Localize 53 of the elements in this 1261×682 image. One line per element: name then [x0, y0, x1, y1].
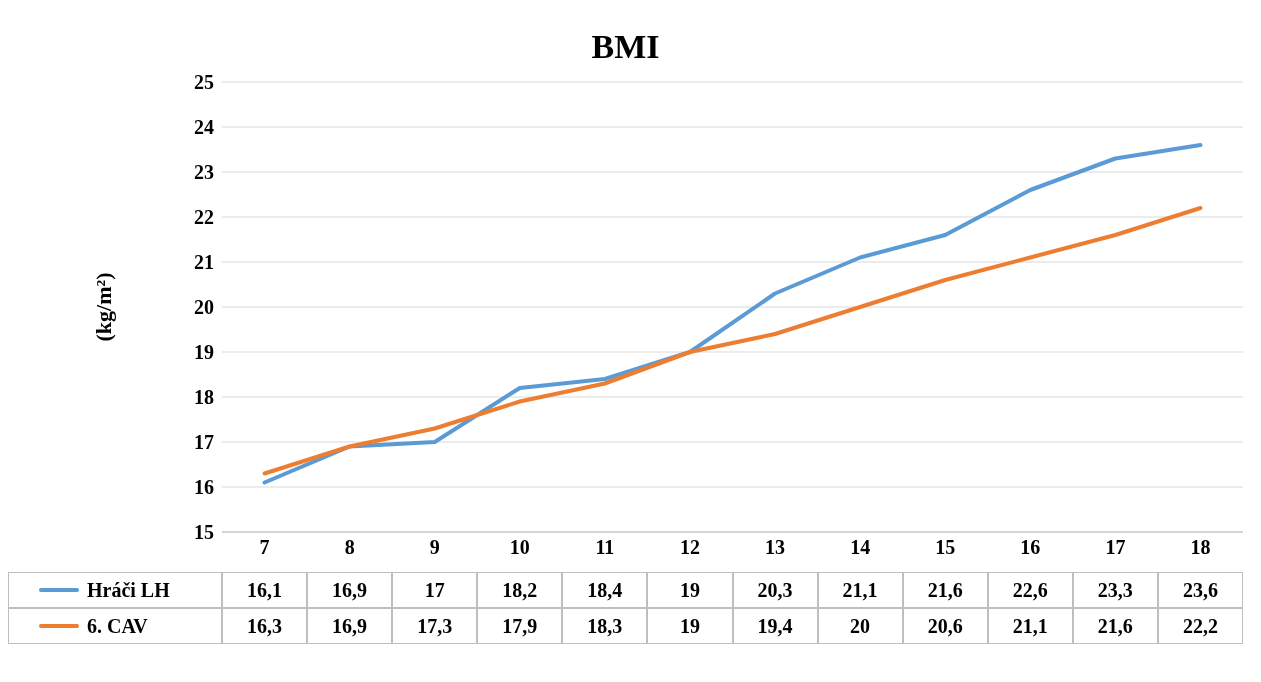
- data-label: 19: [647, 572, 733, 608]
- x-tick-label: 15: [935, 536, 956, 559]
- data-label: 20,6: [902, 608, 988, 644]
- data-label: 22,2: [1157, 608, 1243, 644]
- x-tick-label: 11: [595, 536, 615, 559]
- legend-label: Hráči LH: [87, 578, 170, 602]
- data-label: 21,1: [817, 572, 903, 608]
- data-label: 20: [817, 608, 903, 644]
- x-tick-label: 8: [344, 536, 355, 559]
- x-tick-label: 18: [1190, 536, 1211, 559]
- y-tick-label: 16: [194, 476, 214, 499]
- y-tick-label: 23: [194, 161, 214, 184]
- y-tick-label: 24: [194, 116, 214, 139]
- data-label: 16,1: [222, 572, 308, 608]
- y-tick-label: 20: [194, 296, 214, 319]
- x-tick-label: 7: [259, 536, 270, 559]
- x-tick-label: 13: [765, 536, 786, 559]
- y-tick-label: 25: [194, 71, 214, 94]
- data-label: 23,3: [1072, 572, 1158, 608]
- line-series: [262, 206, 1203, 476]
- x-tick-label: 14: [850, 536, 871, 559]
- y-tick-label: 19: [194, 341, 214, 364]
- x-tick-label: 10: [509, 536, 530, 559]
- y-tick-label: 22: [194, 206, 214, 229]
- data-label: 20,3: [732, 572, 818, 608]
- x-tick-label: 17: [1105, 536, 1126, 559]
- data-label: 18,4: [562, 572, 648, 608]
- data-label: 16,9: [307, 608, 393, 644]
- x-tick-label: 16: [1020, 536, 1041, 559]
- y-tick-label: 21: [194, 251, 214, 274]
- data-label: 21,6: [902, 572, 988, 608]
- line-series: [262, 143, 1203, 485]
- data-label: 17,3: [392, 608, 478, 644]
- data-label: 19,4: [732, 608, 818, 644]
- y-tick-label: 18: [194, 386, 214, 409]
- chart-title: BMI: [590, 28, 661, 66]
- y-tick-label: 15: [194, 521, 214, 544]
- data-label: 21,1: [987, 608, 1073, 644]
- legend-label: 6. CAV: [87, 614, 148, 638]
- data-label: 17,9: [477, 608, 563, 644]
- data-label: 22,6: [987, 572, 1073, 608]
- x-tick-label: 9: [429, 536, 440, 559]
- data-label: 18,3: [562, 608, 648, 644]
- data-label: 16,9: [307, 572, 393, 608]
- data-label: 21,6: [1072, 608, 1158, 644]
- x-tick-label: 12: [679, 536, 700, 559]
- y-axis-title: (kg/m²): [90, 272, 116, 342]
- data-label: 18,2: [477, 572, 563, 608]
- data-label: 16,3: [222, 608, 308, 644]
- data-label: 23,6: [1157, 572, 1243, 608]
- y-tick-label: 17: [194, 431, 214, 454]
- data-label: 17: [392, 572, 478, 608]
- data-label: 19: [647, 608, 733, 644]
